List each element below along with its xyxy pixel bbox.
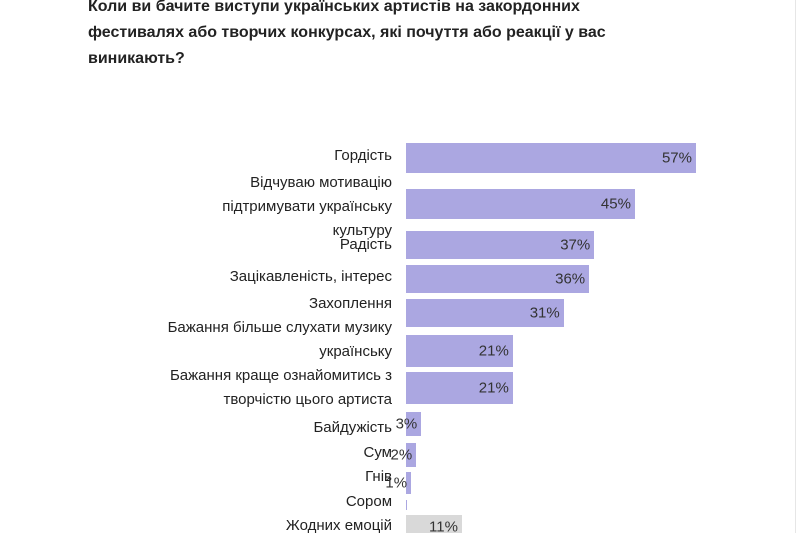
category-label: Зацікавленість, інтерес	[229, 268, 392, 285]
bar	[406, 231, 595, 259]
category-label: Радість	[339, 236, 392, 253]
bar	[406, 515, 462, 533]
category-label: Відчуваю мотивацію підтримувати українсь…	[222, 174, 392, 239]
bar	[406, 472, 412, 494]
value-label: 21%	[478, 342, 509, 360]
category-label: Сум	[363, 444, 392, 461]
bar	[406, 500, 408, 510]
category-label: Сором	[345, 493, 392, 510]
category-label: Бажання краще ознайомитись з творчістю ц…	[169, 367, 392, 408]
bar	[406, 372, 513, 404]
value-label: 21%	[478, 379, 509, 397]
bar	[406, 412, 422, 436]
bar	[406, 189, 635, 219]
value-label: 11%	[429, 518, 458, 533]
bar	[406, 265, 590, 293]
value-label: 1%	[385, 474, 408, 492]
value-label: 36%	[555, 270, 586, 288]
chart-title: Коли ви бачите виступи українських артис…	[88, 0, 606, 67]
bar	[406, 143, 696, 173]
category-label: Жодних емоцій	[285, 517, 392, 533]
value-label: 37%	[560, 236, 591, 254]
bar	[406, 335, 513, 367]
frame-border	[795, 0, 796, 533]
category-label: Бажання більше слухати музику українську	[167, 319, 392, 360]
category-label: Байдужість	[313, 419, 392, 436]
category-label: Гнів	[365, 468, 392, 485]
value-label: 57%	[661, 149, 692, 167]
value-label: 31%	[529, 304, 560, 322]
value-label: 2%	[390, 446, 413, 464]
category-label: Захоплення	[309, 295, 392, 312]
value-label: 45%	[600, 195, 631, 213]
bar	[406, 443, 417, 467]
category-label: Гордість	[334, 147, 392, 164]
value-label: 3%	[395, 415, 418, 433]
bar	[406, 299, 564, 327]
